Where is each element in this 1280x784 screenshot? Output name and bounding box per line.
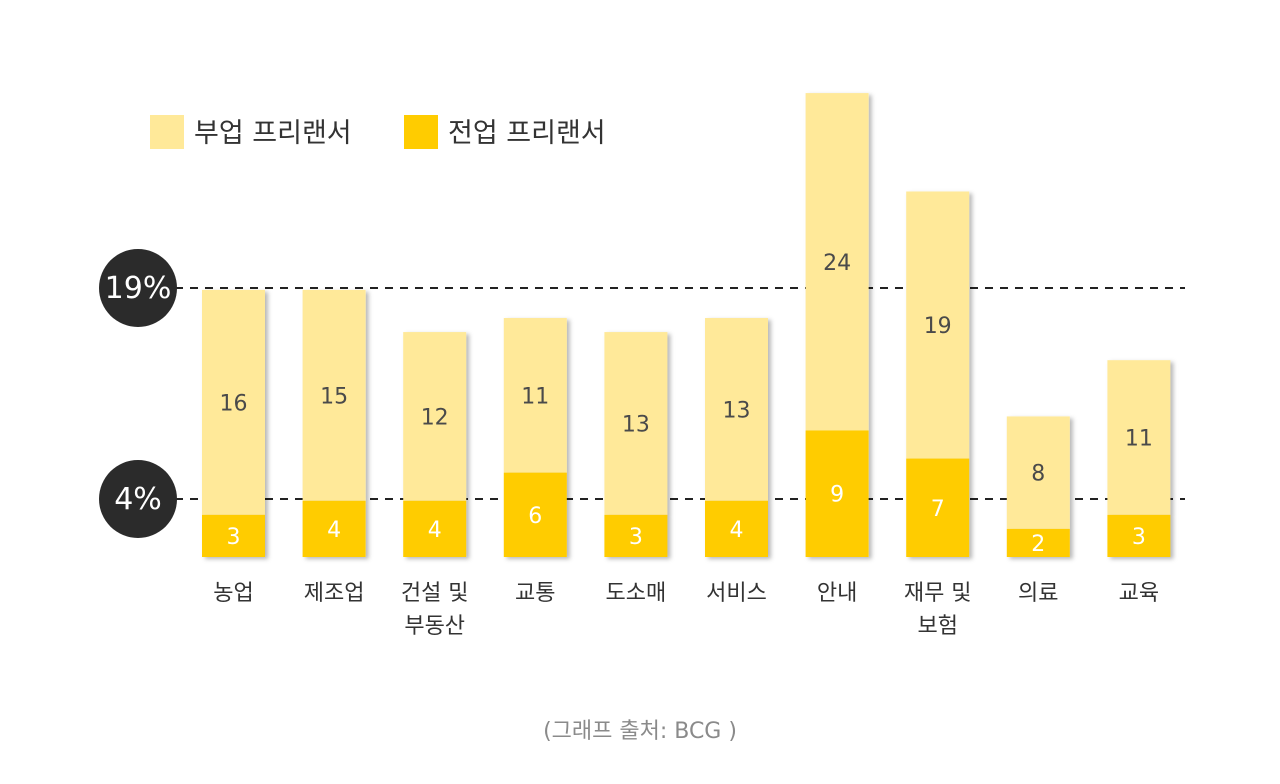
bars: [202, 93, 1171, 557]
bar-group: [1107, 360, 1171, 557]
value-label-full-time: 3: [227, 525, 241, 550]
legend-label: 전업 프리랜서: [448, 118, 606, 149]
value-label-part-time: 16: [220, 391, 248, 416]
bar-full-time: [403, 500, 467, 557]
value-label-full-time: 2: [1031, 532, 1045, 557]
value-label-part-time: 19: [924, 314, 952, 339]
bar-part-time: [1006, 416, 1070, 529]
category-label: 도소매: [606, 581, 667, 606]
category-label: 재무 및 보험: [904, 581, 972, 639]
category-label: 의료: [1018, 581, 1058, 606]
category-label: 농업: [213, 581, 253, 606]
bar-part-time: [604, 332, 668, 515]
value-label-full-time: 4: [730, 518, 744, 543]
category-labels: 농업 제조업 건설 및 부동산 교통 도소매 서비스 안내 재무 및 보험 의료 교육: [213, 581, 1159, 639]
value-label-part-time: 11: [521, 384, 549, 409]
bar-part-time: [805, 93, 869, 431]
bar-part-time: [1107, 360, 1171, 515]
bar-part-time: [503, 318, 567, 473]
reference-badge: [99, 460, 177, 538]
category-label: 안내: [817, 581, 857, 606]
bar-part-time: [906, 191, 970, 459]
value-label-part-time: 12: [421, 405, 449, 430]
bar-part-time: [705, 318, 768, 501]
category-label: 교통: [515, 581, 555, 606]
bar-group: [202, 289, 265, 557]
bar-group: [805, 93, 869, 557]
value-label-full-time: 9: [830, 483, 844, 508]
bar-group: [906, 191, 970, 557]
value-labels: 16 3 15 4 12 4 11 6 13 3 13 4 24 9 19 7 8 2 11 3: [220, 251, 1153, 557]
value-label-full-time: 4: [428, 518, 442, 543]
value-label-part-time: 24: [823, 251, 851, 276]
category-label: 서비스: [706, 581, 767, 606]
value-label-full-time: 4: [327, 518, 341, 543]
category-label: 교육: [1119, 581, 1159, 606]
bar-group: [503, 318, 567, 557]
bar-group: [1006, 416, 1070, 557]
category-label: 건설 및 부동산: [401, 581, 469, 639]
bar-full-time: [906, 458, 970, 557]
bar-part-time: [302, 289, 366, 501]
value-label-part-time: 13: [723, 398, 751, 423]
legend-swatch: [150, 115, 184, 149]
bar-group: [302, 289, 366, 557]
value-label-full-time: 3: [1132, 525, 1146, 550]
bar-full-time: [1107, 514, 1171, 557]
bar-part-time: [403, 332, 467, 501]
bar-full-time: [705, 500, 768, 557]
legend-label: 부업 프리랜서: [194, 118, 352, 149]
bar-group: [403, 332, 467, 557]
reference-label: 19%: [105, 271, 172, 306]
bar-full-time: [805, 430, 869, 557]
value-label-full-time: 3: [629, 525, 643, 550]
value-label-part-time: 13: [622, 412, 650, 437]
bar-full-time: [1006, 528, 1070, 557]
bar-part-time: [202, 289, 265, 515]
value-label-part-time: 15: [320, 384, 348, 409]
reference-label: 4%: [114, 482, 162, 517]
value-label-part-time: 8: [1031, 462, 1045, 487]
reference-badge: [99, 249, 177, 327]
bar-group: [604, 332, 668, 557]
bar-full-time: [604, 514, 668, 557]
value-label-full-time: 6: [528, 504, 542, 529]
value-label-full-time: 7: [931, 497, 945, 522]
bar-full-time: [503, 472, 567, 557]
source-note: (그래프 출처: BCG ): [543, 719, 737, 744]
bar-group: [705, 318, 768, 557]
legend: 부업 프리랜서 전업 프리랜서: [150, 115, 606, 149]
value-label-part-time: 11: [1125, 427, 1153, 452]
bar-full-time: [202, 514, 265, 557]
bar-full-time: [302, 500, 366, 557]
category-label: 제조업: [304, 581, 365, 606]
legend-swatch: [404, 115, 438, 149]
